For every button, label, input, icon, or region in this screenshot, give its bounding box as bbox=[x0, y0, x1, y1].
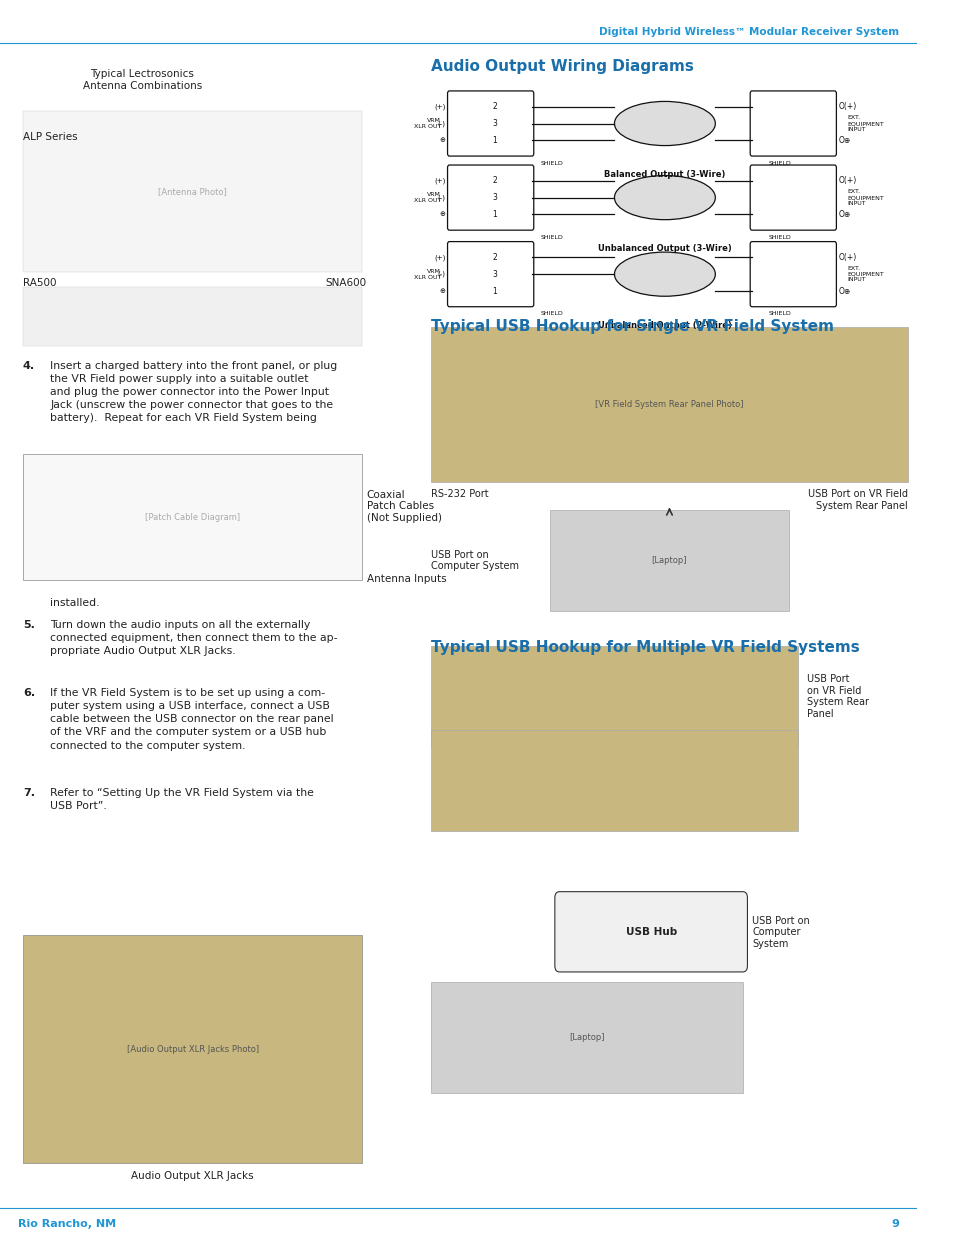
Text: RS-232 Port: RS-232 Port bbox=[431, 489, 488, 499]
Text: 3: 3 bbox=[492, 193, 497, 203]
Text: 3: 3 bbox=[492, 119, 497, 128]
Text: Typical Lectrosonics
Antenna Combinations: Typical Lectrosonics Antenna Combination… bbox=[83, 69, 202, 90]
Text: O⊕: O⊕ bbox=[838, 136, 850, 144]
FancyBboxPatch shape bbox=[431, 327, 907, 482]
Text: 3: 3 bbox=[492, 269, 497, 279]
Text: Unbalanced Output (3-Wire): Unbalanced Output (3-Wire) bbox=[598, 245, 731, 253]
Text: 7.: 7. bbox=[23, 788, 35, 798]
FancyBboxPatch shape bbox=[749, 242, 836, 306]
Text: USB Port on VR Field
System Rear Panel: USB Port on VR Field System Rear Panel bbox=[807, 489, 907, 510]
Text: VRM
XLR OUT: VRM XLR OUT bbox=[414, 269, 440, 279]
Text: 5.: 5. bbox=[23, 620, 34, 630]
Text: If the VR Field System is to be set up using a com-
puter system using a USB int: If the VR Field System is to be set up u… bbox=[51, 688, 334, 751]
Text: RA500: RA500 bbox=[23, 278, 56, 288]
Text: 2: 2 bbox=[492, 177, 497, 185]
Text: O⊕: O⊕ bbox=[838, 287, 850, 295]
Ellipse shape bbox=[614, 175, 715, 220]
Text: SHIELD: SHIELD bbox=[768, 311, 790, 316]
Text: EXT.
EQUIPMENT
INPUT: EXT. EQUIPMENT INPUT bbox=[846, 266, 882, 283]
FancyBboxPatch shape bbox=[23, 287, 362, 346]
Text: 9: 9 bbox=[890, 1219, 898, 1229]
Text: Typical USB Hookup for Single VR Field System: Typical USB Hookup for Single VR Field S… bbox=[431, 319, 833, 333]
Text: (+): (+) bbox=[434, 254, 445, 261]
Text: 1: 1 bbox=[492, 287, 497, 295]
Text: [Audio Output XLR Jacks Photo]: [Audio Output XLR Jacks Photo] bbox=[127, 1045, 258, 1055]
FancyBboxPatch shape bbox=[431, 730, 797, 831]
FancyBboxPatch shape bbox=[749, 91, 836, 156]
Text: (-): (-) bbox=[436, 194, 445, 201]
Text: 1: 1 bbox=[492, 136, 497, 144]
Text: SNA600: SNA600 bbox=[325, 278, 367, 288]
Text: 4.: 4. bbox=[23, 361, 35, 370]
Text: SHIELD: SHIELD bbox=[539, 235, 562, 240]
Text: EXT.
EQUIPMENT
INPUT: EXT. EQUIPMENT INPUT bbox=[846, 115, 882, 132]
Text: 1: 1 bbox=[492, 210, 497, 219]
FancyBboxPatch shape bbox=[447, 165, 533, 230]
Text: SHIELD: SHIELD bbox=[768, 161, 790, 165]
Text: O(+): O(+) bbox=[838, 253, 856, 262]
FancyBboxPatch shape bbox=[749, 165, 836, 230]
Text: O(+): O(+) bbox=[838, 103, 856, 111]
Text: Rio Rancho, NM: Rio Rancho, NM bbox=[18, 1219, 116, 1229]
FancyBboxPatch shape bbox=[23, 454, 362, 580]
Text: Antenna Inputs: Antenna Inputs bbox=[367, 574, 446, 584]
Text: Digital Hybrid Wireless™ Modular Receiver System: Digital Hybrid Wireless™ Modular Receive… bbox=[598, 27, 898, 37]
Text: [VR Field System Rear Panel Photo]: [VR Field System Rear Panel Photo] bbox=[595, 400, 743, 409]
Text: EXT.
EQUIPMENT
INPUT: EXT. EQUIPMENT INPUT bbox=[846, 189, 882, 206]
Text: Refer to “Setting Up the VR Field System via the
USB Port”.: Refer to “Setting Up the VR Field System… bbox=[51, 788, 314, 811]
Text: ⊕: ⊕ bbox=[439, 211, 445, 217]
Text: ALP Series: ALP Series bbox=[23, 132, 77, 142]
Text: ⊕: ⊕ bbox=[439, 288, 445, 294]
FancyBboxPatch shape bbox=[550, 510, 788, 611]
Text: [Laptop]: [Laptop] bbox=[569, 1032, 604, 1042]
Text: USB Port on
Computer System: USB Port on Computer System bbox=[431, 550, 518, 572]
FancyBboxPatch shape bbox=[447, 242, 533, 306]
Text: 2: 2 bbox=[492, 253, 497, 262]
Ellipse shape bbox=[614, 101, 715, 146]
Text: installed.: installed. bbox=[51, 598, 100, 608]
Text: [Patch Cable Diagram]: [Patch Cable Diagram] bbox=[145, 513, 240, 522]
Text: VRM
XLR OUT: VRM XLR OUT bbox=[414, 119, 440, 128]
Text: Turn down the audio inputs on all the externally
connected equipment, then conne: Turn down the audio inputs on all the ex… bbox=[51, 620, 337, 656]
Text: SHIELD: SHIELD bbox=[539, 161, 562, 165]
Text: Audio Output XLR Jacks: Audio Output XLR Jacks bbox=[132, 1171, 253, 1181]
FancyBboxPatch shape bbox=[23, 935, 362, 1163]
FancyBboxPatch shape bbox=[447, 91, 533, 156]
Text: VRM
XLR OUT: VRM XLR OUT bbox=[414, 193, 440, 203]
FancyBboxPatch shape bbox=[431, 982, 742, 1093]
Text: ⊕: ⊕ bbox=[439, 137, 445, 143]
Text: SHIELD: SHIELD bbox=[768, 235, 790, 240]
FancyBboxPatch shape bbox=[431, 646, 797, 747]
Text: O⊕: O⊕ bbox=[838, 210, 850, 219]
Text: (+): (+) bbox=[434, 104, 445, 110]
Text: O(+): O(+) bbox=[838, 177, 856, 185]
Text: Coaxial
Patch Cables
(Not Supplied): Coaxial Patch Cables (Not Supplied) bbox=[367, 490, 441, 522]
Text: Typical USB Hookup for Multiple VR Field Systems: Typical USB Hookup for Multiple VR Field… bbox=[431, 640, 859, 655]
Text: [Laptop]: [Laptop] bbox=[651, 556, 686, 566]
Text: (-): (-) bbox=[436, 120, 445, 127]
Text: USB Port
on VR Field
System Rear
Panel: USB Port on VR Field System Rear Panel bbox=[806, 674, 868, 719]
Text: (-): (-) bbox=[436, 270, 445, 278]
Text: 6.: 6. bbox=[23, 688, 35, 698]
Text: Audio Output Wiring Diagrams: Audio Output Wiring Diagrams bbox=[431, 59, 693, 74]
Text: Unbalanced Output (2-Wire): Unbalanced Output (2-Wire) bbox=[598, 321, 731, 330]
Text: (+): (+) bbox=[434, 178, 445, 184]
FancyBboxPatch shape bbox=[23, 111, 362, 272]
Text: USB Hub: USB Hub bbox=[625, 927, 676, 937]
Text: SHIELD: SHIELD bbox=[539, 311, 562, 316]
Text: Insert a charged battery into the front panel, or plug
the VR Field power supply: Insert a charged battery into the front … bbox=[51, 361, 337, 424]
Text: USB Port on
Computer
System: USB Port on Computer System bbox=[751, 916, 809, 948]
FancyBboxPatch shape bbox=[555, 892, 746, 972]
Text: Balanced Output (3-Wire): Balanced Output (3-Wire) bbox=[603, 170, 725, 179]
Text: [Antenna Photo]: [Antenna Photo] bbox=[158, 186, 227, 196]
Text: 2: 2 bbox=[492, 103, 497, 111]
Ellipse shape bbox=[614, 252, 715, 296]
